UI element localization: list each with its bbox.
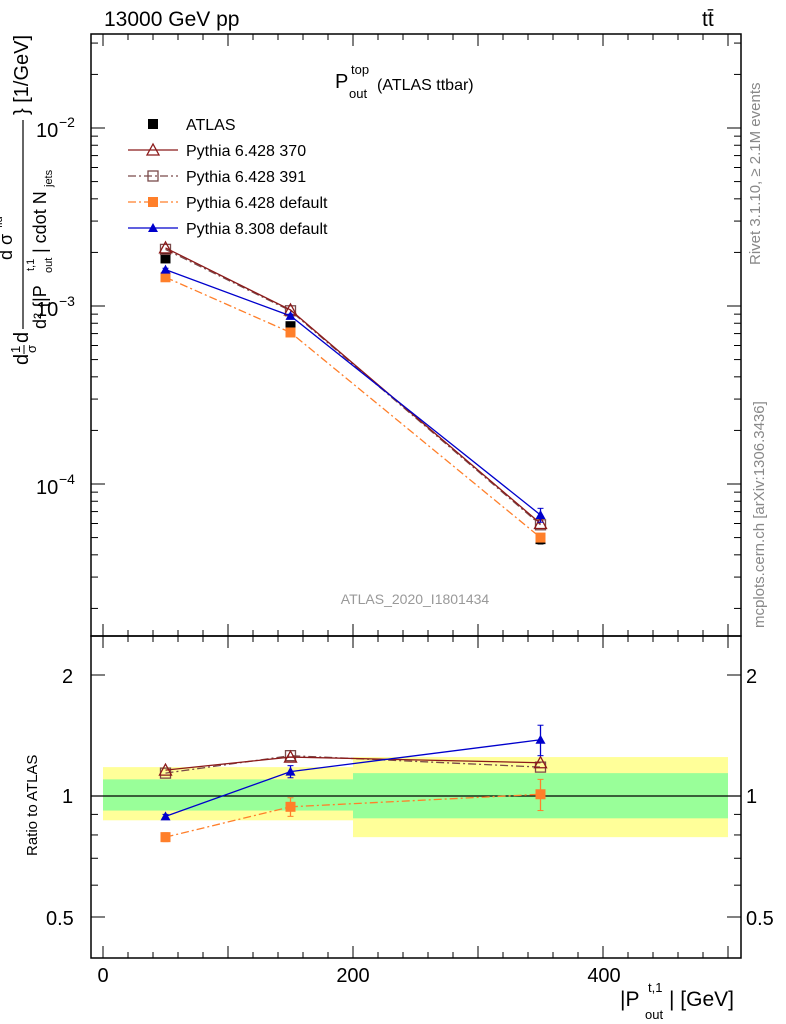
data-point: [535, 734, 546, 744]
ratio-ytick-label: 0.5: [46, 908, 74, 930]
svg-text:1: 1: [8, 346, 23, 353]
main-ytick-label: 10 −3: [36, 293, 75, 321]
data-point: [533, 516, 548, 530]
svg-text:t,1: t,1: [25, 259, 37, 271]
data-point: [148, 119, 158, 129]
data-point: [285, 327, 296, 338]
svg-text:d: d: [11, 332, 33, 343]
svg-text:σ: σ: [24, 345, 39, 353]
data-point: [160, 811, 171, 821]
ratio-panel-frame: [90, 635, 742, 959]
chart-title: P top out (ATLAS ttbar): [335, 62, 474, 101]
ratio-panel-marks: [158, 724, 548, 843]
data-point: [160, 253, 171, 264]
data-point: [148, 223, 158, 232]
data-point: [283, 749, 298, 763]
legend-label: Pythia 6.428 370: [186, 143, 306, 160]
ratio-ytick-label-right: 0.5: [746, 908, 774, 930]
svg-text:|P: |P: [620, 988, 639, 1011]
data-point: [145, 142, 161, 156]
ratio-uncertainty-bands: [103, 757, 728, 838]
svg-text:d σ: d σ: [0, 234, 16, 260]
svg-text:| [GeV]: | [GeV]: [669, 988, 734, 1011]
process-label: tt̄: [702, 8, 714, 31]
data-point: [535, 509, 546, 519]
data-point: [535, 789, 546, 800]
data-point: [160, 264, 171, 274]
svg-text:−2: −2: [59, 114, 75, 130]
svg-text:10: 10: [36, 120, 58, 142]
series-line: [165, 269, 541, 516]
ratio-y-axis-label: Ratio to ATLAS: [24, 755, 41, 856]
axis-ticks: [91, 34, 741, 958]
xtick-label: 200: [336, 965, 369, 987]
svg-text:out: out: [645, 1007, 663, 1022]
inner-uncertainty-band: [103, 779, 228, 811]
legend-label: Pythia 6.428 default: [186, 195, 328, 212]
svg-text:(ATLAS ttbar): (ATLAS ttbar): [377, 77, 474, 94]
energy-label: 13000 GeV pp: [104, 8, 239, 31]
data-point: [158, 762, 173, 776]
xtick-label: 0: [97, 965, 108, 987]
data-point: [285, 310, 296, 320]
svg-text:| cdot N: | cdot N: [30, 191, 50, 253]
main-y-axis-label: d 1 σ d d σ fid d² {|P t,1 out | cdot N …: [0, 35, 55, 365]
legend-label: Pythia 8.308 default: [186, 221, 328, 238]
ratio-ytick-label-right: 1: [746, 786, 757, 808]
svg-text:fid: fid: [0, 216, 5, 228]
data-point: [533, 755, 548, 769]
legend-label: Pythia 6.428 391: [186, 169, 306, 186]
data-point: [285, 766, 296, 776]
svg-text:out: out: [43, 258, 55, 273]
data-point: [285, 801, 296, 812]
svg-text:top: top: [351, 62, 369, 77]
xtick-label: 400: [587, 965, 620, 987]
main-panel-marks: [158, 240, 548, 545]
svg-text:d: d: [11, 354, 33, 365]
series-line: [165, 756, 541, 771]
data-point: [148, 197, 158, 207]
ratio-ytick-label-right: 2: [746, 666, 757, 688]
svg-text:P: P: [335, 71, 348, 93]
main-ytick-label: 10 −2: [36, 114, 75, 142]
analysis-watermark: ATLAS_2020_I1801434: [341, 591, 490, 607]
rivet-label: Rivet 3.1.10, ≥ 2.1M events: [747, 83, 764, 266]
data-point: [285, 321, 296, 332]
ratio-ytick-label: 2: [62, 666, 73, 688]
svg-text:−4: −4: [59, 471, 75, 487]
svg-text:10: 10: [36, 299, 58, 321]
series-line: [165, 276, 541, 539]
data-point: [160, 832, 171, 843]
series-line: [165, 247, 541, 524]
svg-text:−3: −3: [59, 293, 75, 309]
svg-text:jets: jets: [43, 169, 55, 188]
svg-text:d² {|P: d² {|P: [30, 285, 50, 329]
legend: ATLAS Pythia 6.428 370 Pythia 6.428 391 …: [128, 117, 328, 238]
x-axis-label: |P t,1 out | [GeV]: [620, 980, 734, 1022]
svg-text:10: 10: [36, 477, 58, 499]
ratio-ytick-label: 1: [62, 786, 73, 808]
svg-text:} [1/GeV]: } [1/GeV]: [11, 35, 33, 115]
svg-text:out: out: [349, 86, 367, 101]
mcplots-label: mcplots.cern.ch [arXiv:1306.3436]: [751, 401, 768, 628]
data-point: [160, 272, 171, 283]
data-point: [158, 240, 173, 254]
data-point: [535, 532, 546, 543]
main-ytick-label: 10 −4: [36, 471, 75, 499]
data-point: [159, 243, 172, 256]
series-line: [165, 755, 541, 774]
svg-text:t,1: t,1: [648, 980, 662, 995]
legend-label: ATLAS: [186, 117, 236, 134]
data-point: [147, 170, 159, 182]
